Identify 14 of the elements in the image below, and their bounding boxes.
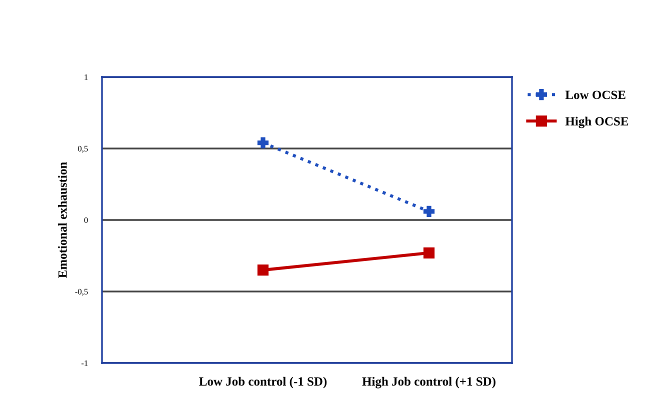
- y-tick-label: -1: [81, 360, 88, 366]
- legend-label: High OCSE: [565, 116, 628, 128]
- y-tick-label: 1: [84, 74, 88, 80]
- x-tick-label: High Job control (+1 SD): [362, 376, 496, 388]
- legend-label: Low OCSE: [565, 90, 626, 100]
- point: [423, 247, 435, 258]
- x-tick-label: Low Job control (-1 SD): [199, 376, 327, 388]
- y-axis-title: Emotional exhaustion: [58, 162, 67, 278]
- point: [257, 264, 269, 276]
- y-tick-label: 0,5: [78, 146, 88, 153]
- y-tick-label: 0: [84, 217, 88, 223]
- point: [423, 206, 435, 217]
- y-tick-label: -0,5: [75, 288, 88, 296]
- point: [257, 137, 269, 148]
